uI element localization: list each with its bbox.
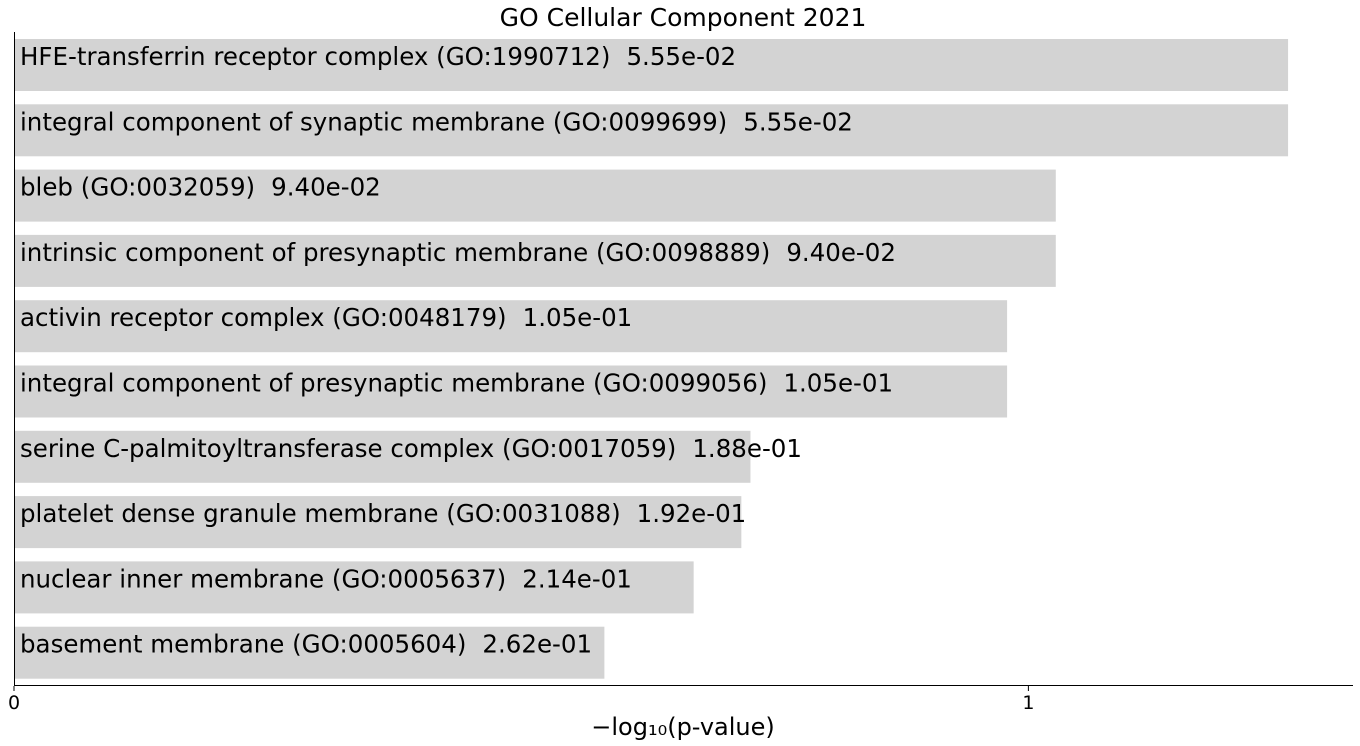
bar-pvalue: 5.55e-02 xyxy=(626,42,736,71)
bar-pvalue: 1.05e-01 xyxy=(783,369,893,398)
bar xyxy=(14,561,694,614)
bar-term: nuclear inner membrane (GO:0005637) xyxy=(20,564,506,593)
bar-pvalue: 2.14e-01 xyxy=(522,564,632,593)
bar xyxy=(14,365,1008,418)
bar-label: nuclear inner membrane (GO:0005637) 2.14e… xyxy=(20,564,632,593)
bar xyxy=(14,169,1056,222)
bar-pvalue: 9.40e-02 xyxy=(786,238,896,267)
bar-label: HFE-transferrin receptor complex (GO:199… xyxy=(20,42,736,71)
bar-label: integral component of presynaptic membra… xyxy=(20,369,893,398)
bar-label: integral component of synaptic membrane … xyxy=(20,107,853,136)
bar-term: integral component of synaptic membrane … xyxy=(20,107,727,136)
bar-label: bleb (GO:0032059) 9.40e-02 xyxy=(20,173,381,202)
bar-term: integral component of presynaptic membra… xyxy=(20,369,767,398)
bar-pvalue: 5.55e-02 xyxy=(743,107,853,136)
bar xyxy=(14,104,1289,157)
bar-label: basement membrane (GO:0005604) 2.62e-01 xyxy=(20,630,592,659)
bar xyxy=(14,39,1289,91)
x-tick-label: 1 xyxy=(1022,692,1034,714)
bar-term: activin receptor complex (GO:0048179) xyxy=(20,303,507,332)
bar-term: platelet dense granule membrane (GO:0031… xyxy=(20,499,621,528)
bar-term: basement membrane (GO:0005604) xyxy=(20,630,466,659)
bars-group: HFE-transferrin receptor complex (GO:199… xyxy=(14,39,1289,679)
bar xyxy=(14,300,1008,353)
bar-term: bleb (GO:0032059) xyxy=(20,173,255,202)
bar-label: platelet dense granule membrane (GO:0031… xyxy=(20,499,746,528)
bar-term: serine C-palmitoyltransferase complex (G… xyxy=(20,434,676,463)
bar xyxy=(14,496,742,549)
chart-title: GO Cellular Component 2021 xyxy=(500,3,867,32)
bar xyxy=(14,234,1056,287)
bar-label: activin receptor complex (GO:0048179) 1.0… xyxy=(20,303,632,332)
bar-pvalue: 2.62e-01 xyxy=(482,630,592,659)
bar-term: intrinsic component of presynaptic membr… xyxy=(20,238,770,267)
bar-pvalue: 1.05e-01 xyxy=(523,303,633,332)
bar-term: HFE-transferrin receptor complex (GO:199… xyxy=(20,42,610,71)
bar-label: intrinsic component of presynaptic membr… xyxy=(20,238,896,267)
x-tick-label: 0 xyxy=(8,692,20,714)
bar-pvalue: 9.40e-02 xyxy=(271,173,381,202)
bar xyxy=(14,626,605,679)
bar-pvalue: 1.92e-01 xyxy=(637,499,747,528)
bar-label: serine C-palmitoyltransferase complex (G… xyxy=(20,434,802,463)
bar xyxy=(14,430,751,483)
bar-pvalue: 1.88e-01 xyxy=(692,434,802,463)
x-axis-label: −log₁₀(p-value) xyxy=(591,713,774,741)
